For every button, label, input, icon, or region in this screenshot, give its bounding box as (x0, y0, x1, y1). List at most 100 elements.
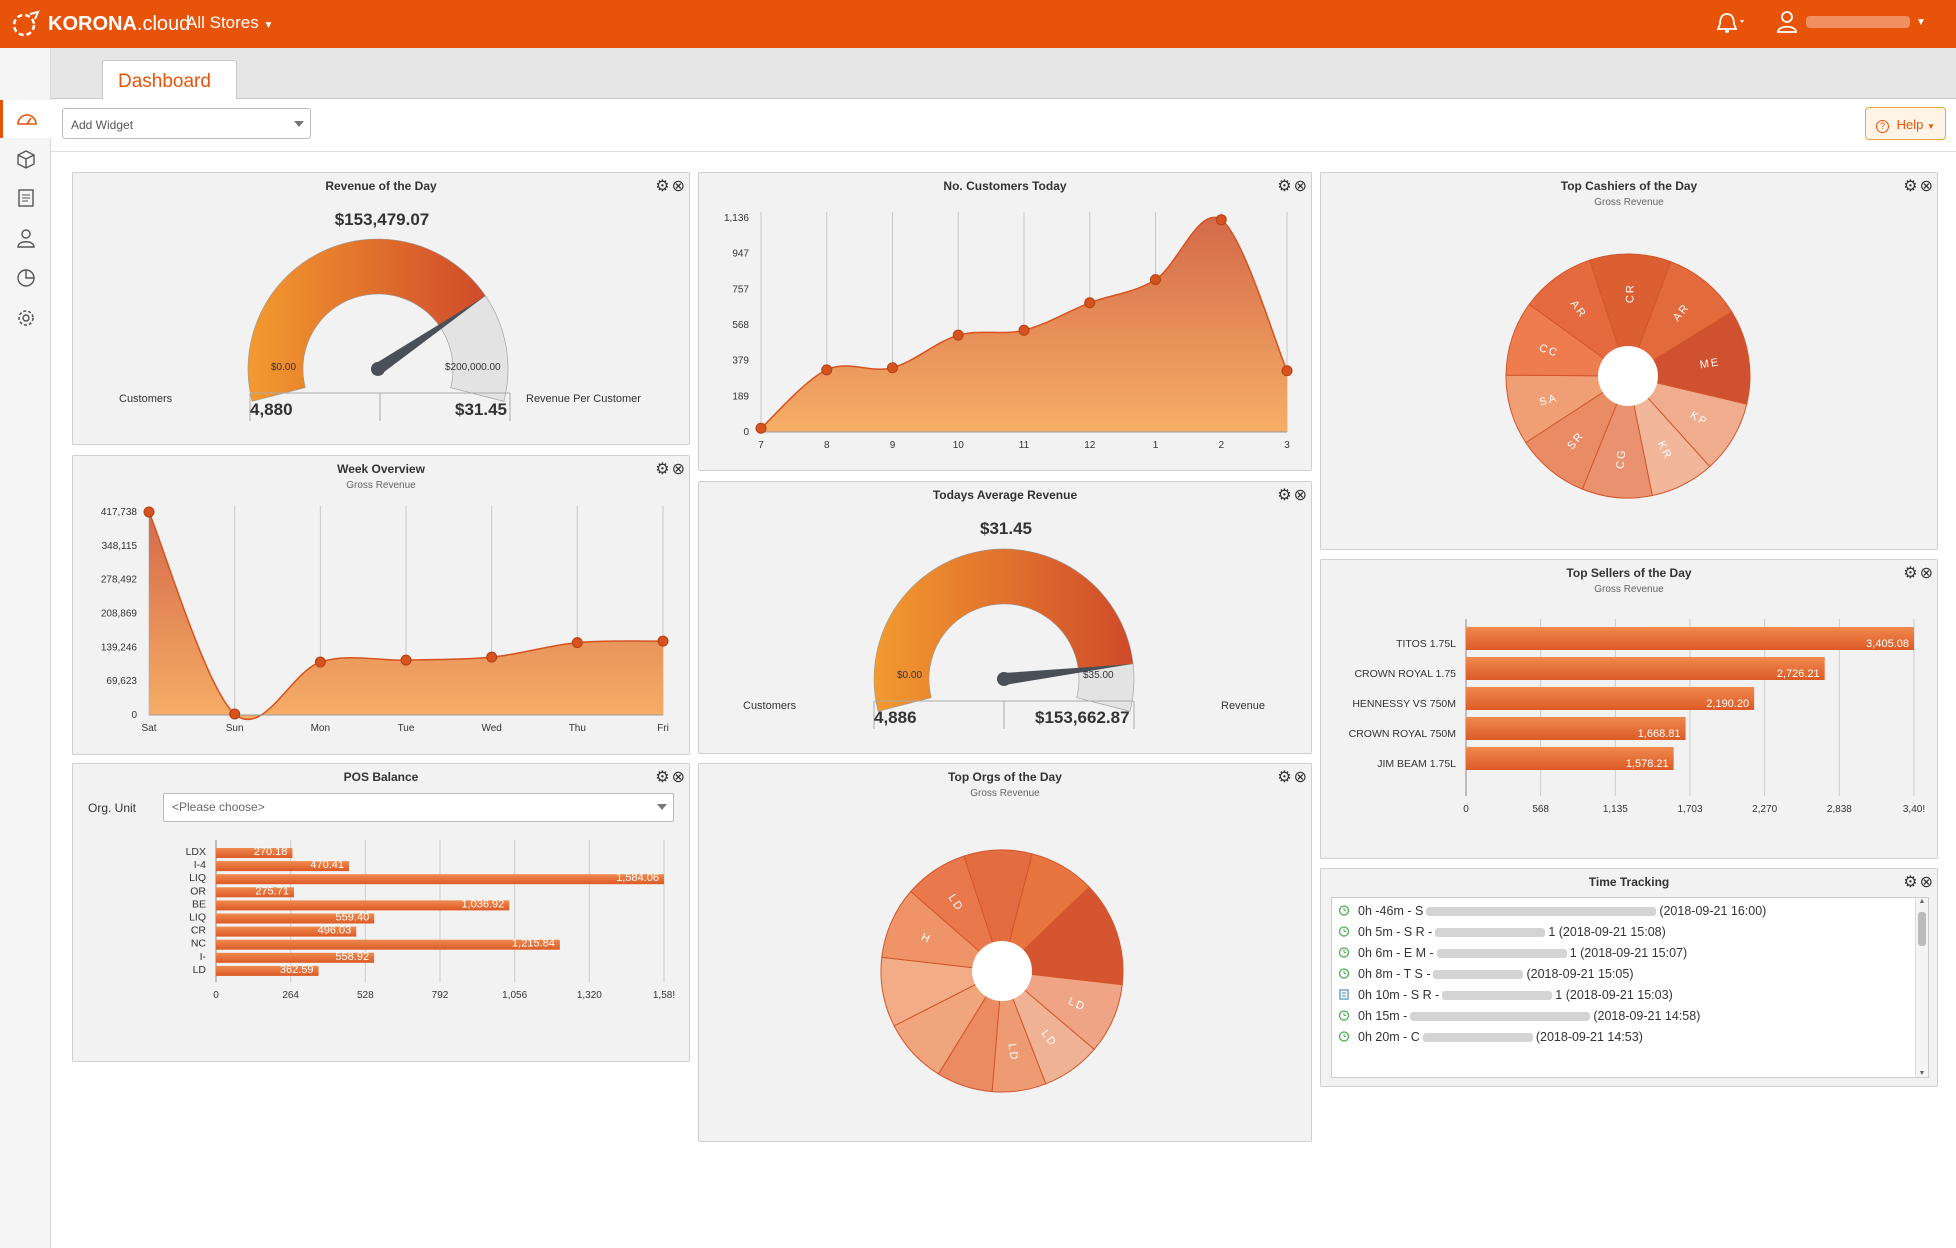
time-tracking-timestamp: 1 (2018-09-21 15:07) (1569, 946, 1688, 960)
time-tracking-item[interactable]: 0h 15m - (2018-09-21 14:58) (1338, 1006, 1700, 1026)
scroll-down-icon[interactable]: ▼ (1918, 1070, 1926, 1077)
y-tick-label: 208,869 (101, 609, 138, 620)
gauge-max-label: $35.00 (1083, 670, 1114, 681)
gear-icon[interactable]: ⚙ (1903, 178, 1918, 195)
widget-top-sellers: Top Sellers of the Day Gross Revenue ⚙ ⊗ … (1320, 559, 1938, 859)
bar (216, 848, 293, 858)
korona-logo[interactable]: KORONA .cloud (8, 10, 190, 38)
scroll-up-icon[interactable]: ▲ (1918, 898, 1926, 905)
gear-icon[interactable]: ⚙ (655, 461, 670, 478)
data-point (1215, 214, 1227, 226)
x-tick-label: Wed (481, 723, 501, 734)
data-point (952, 329, 964, 341)
widget-title: Top Cashiers of the Day (1560, 179, 1698, 193)
time-tracking-item[interactable]: 0h 20m - C (2018-09-21 14:53) (1338, 1027, 1643, 1047)
x-tick-label: 12 (1084, 440, 1096, 451)
pie-slice (1000, 886, 1124, 986)
x-tick-label: 792 (432, 990, 449, 1001)
sidebar-item-receipts[interactable] (0, 179, 51, 217)
close-icon[interactable]: ⊗ (1293, 178, 1307, 195)
scrollbar[interactable]: ▲ ▼ (1915, 898, 1928, 1077)
gear-icon[interactable]: ⚙ (1277, 487, 1292, 504)
x-tick-label: 10 (953, 440, 965, 451)
x-tick-label: 8 (824, 440, 830, 451)
sidebar-item-statistics[interactable] (0, 259, 51, 297)
x-tick-label: 2,270 (1752, 804, 1777, 815)
widget-week-overview: Week Overview Gross Revenue ⚙ ⊗ Sat Sun Mon… (72, 455, 690, 755)
y-tick-label: 568 (732, 320, 749, 331)
gear-icon[interactable]: ⚙ (1903, 874, 1918, 891)
chevron-down-icon: ▼ (1927, 122, 1935, 131)
help-label: Help (1896, 117, 1924, 132)
sidebar-item-products[interactable] (0, 140, 51, 178)
x-tick-label: 7 (758, 440, 764, 451)
close-icon[interactable]: ⊗ (1293, 487, 1307, 504)
sellers-bar-chart: 0 568 1,135 1,703 2,270 2,838 3,40! 3,405.08 TIT… (1349, 619, 1925, 815)
sidebar-item-dashboard[interactable] (0, 100, 51, 138)
y-tick-label: 69,623 (106, 676, 137, 687)
x-tick-label: 3 (1284, 440, 1290, 451)
y-tick-label: 379 (732, 356, 749, 367)
bar (1466, 687, 1755, 710)
redacted-name (1426, 906, 1657, 916)
notifications-button[interactable] (1716, 10, 1750, 41)
data-point (1084, 297, 1096, 309)
data-point (486, 651, 498, 663)
sidebar (0, 48, 51, 1248)
time-tracking-item[interactable]: 0h -46m - S (2018-09-21 16:00) (1338, 901, 1766, 921)
widget-top-orgs: Top Orgs of the Day Gross Revenue ⚙ ⊗ LD L… (698, 763, 1312, 1142)
tab-strip: Dashboard (51, 48, 1956, 100)
user-menu[interactable]: ▼ (1776, 10, 1926, 34)
sidebar-item-settings[interactable] (0, 299, 51, 337)
time-tracking-item[interactable]: 0h 6m - E M - 1 (2018-09-21 15:07) (1338, 943, 1687, 963)
widget-controls: ⚙ ⊗ (1277, 767, 1307, 787)
gear-icon[interactable]: ⚙ (1277, 769, 1292, 786)
close-icon[interactable]: ⊗ (1919, 565, 1933, 582)
x-tick-label: Thu (569, 723, 586, 734)
chevron-down-icon: ▼ (263, 20, 274, 31)
tab-dashboard[interactable]: Dashboard (102, 60, 237, 100)
close-icon[interactable]: ⊗ (671, 178, 685, 195)
chevron-down-icon (657, 804, 667, 810)
store-selector[interactable]: All Stores ▼ (186, 13, 273, 33)
close-icon[interactable]: ⊗ (1293, 769, 1307, 786)
widget-subtitle: Gross Revenue (346, 480, 416, 491)
x-tick-label: 2,838 (1827, 804, 1852, 815)
gauge-remaining-band (1076, 663, 1135, 712)
time-tracking-item[interactable]: 0h 10m - S R - 1 (2018-09-21 15:03) (1338, 985, 1673, 1005)
close-icon[interactable]: ⊗ (1919, 874, 1933, 891)
x-tick-label: 1,135 (1603, 804, 1628, 815)
time-tracking-item[interactable]: 0h 5m - S R - 1 (2018-09-21 15:08) (1338, 922, 1666, 942)
time-tracking-item[interactable]: 0h 8m - T S - (2018-09-21 15:05) (1338, 964, 1634, 984)
gear-icon[interactable]: ⚙ (655, 769, 670, 786)
x-tick-label: 1,58! (653, 990, 675, 1001)
close-icon[interactable]: ⊗ (671, 769, 685, 786)
y-tick-label: 189 (732, 391, 749, 402)
widget-time-tracking: Time Tracking ⚙ ⊗ ▲ ▼ 0h -46m - S (2018-09… (1320, 868, 1938, 1087)
time-tracking-list[interactable]: ▲ ▼ 0h -46m - S (2018-09-21 16:00) 0h 5m -… (1331, 897, 1929, 1078)
widget-controls: ⚙ ⊗ (655, 459, 685, 479)
widget-subtitle: Gross Revenue (1594, 584, 1664, 595)
close-icon[interactable]: ⊗ (671, 461, 685, 478)
clock-icon (1338, 946, 1350, 961)
help-button[interactable]: ? Help ▼ (1865, 107, 1946, 140)
user-icon (1777, 11, 1797, 33)
time-tracking-duration: 0h -46m - S (1358, 904, 1424, 918)
close-icon[interactable]: ⊗ (1919, 178, 1933, 195)
org-unit-select[interactable]: <Please choose> (163, 793, 674, 822)
widget-title: Todays Average Revenue (932, 488, 1078, 502)
data-point (143, 506, 155, 518)
widget-controls: ⚙ ⊗ (1903, 872, 1933, 892)
x-tick-label: 1 (1153, 440, 1159, 451)
gear-icon[interactable]: ⚙ (655, 178, 670, 195)
bar-value-label: 1,215.84 (512, 938, 555, 950)
add-widget-select[interactable]: Add Widget (62, 108, 311, 139)
chevron-down-icon (294, 121, 304, 127)
widget-customers-today: No. Customers Today ⚙ ⊗ 7 8 9 10 11 12 1 2 3 0 189 3… (698, 172, 1312, 471)
gear-icon[interactable]: ⚙ (1903, 565, 1918, 582)
time-tracking-duration: 0h 20m - C (1358, 1030, 1420, 1044)
sidebar-item-customers[interactable] (0, 219, 51, 257)
category-label: TITOS 1.75L (1396, 638, 1456, 650)
gear-icon[interactable]: ⚙ (1277, 178, 1292, 195)
scroll-thumb[interactable] (1918, 912, 1926, 946)
